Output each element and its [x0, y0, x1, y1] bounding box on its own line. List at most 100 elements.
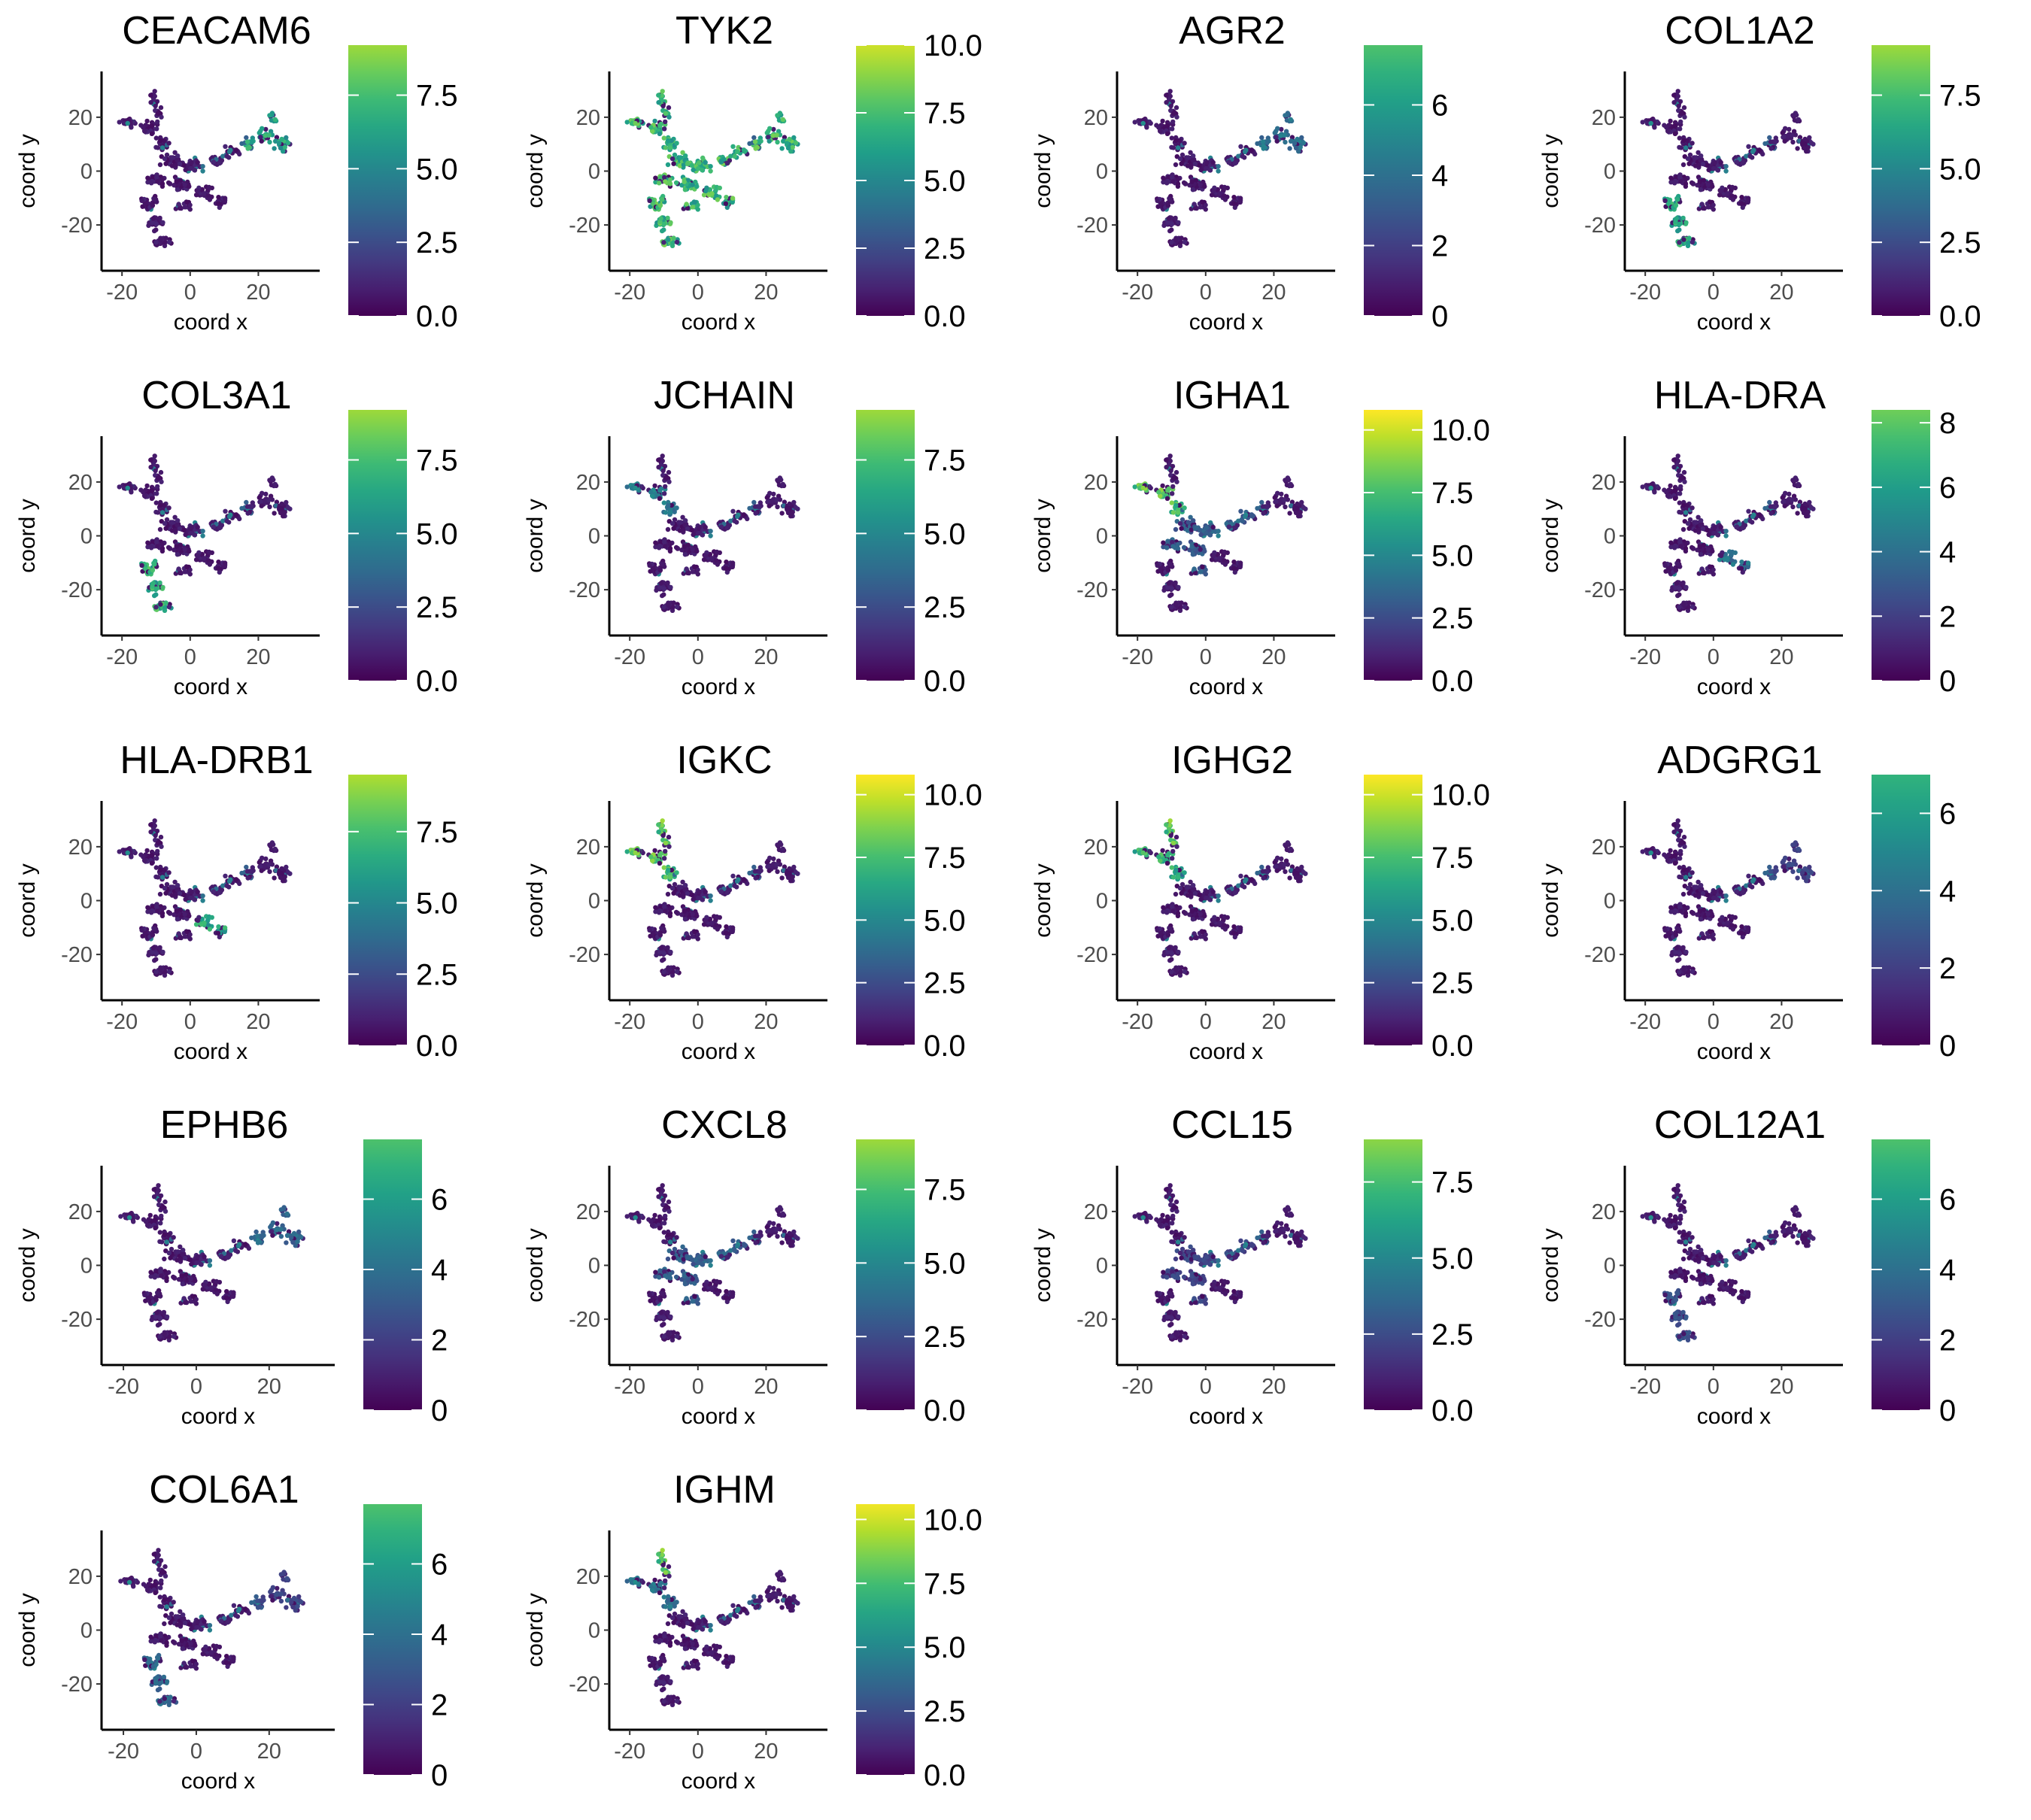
data-point	[148, 100, 153, 105]
data-point	[683, 518, 688, 523]
data-point	[211, 524, 216, 529]
data-point	[657, 496, 662, 501]
data-point	[1240, 519, 1245, 523]
colorbar-tick-label: 0.0	[1431, 665, 1474, 698]
data-point	[279, 502, 284, 506]
data-point	[1192, 566, 1196, 571]
data-point	[1168, 104, 1173, 108]
data-point	[715, 197, 720, 202]
data-point	[1796, 482, 1801, 487]
data-point	[724, 560, 728, 564]
data-point	[150, 933, 155, 937]
data-point	[1176, 585, 1180, 590]
data-point	[187, 914, 191, 918]
data-point	[159, 835, 163, 839]
data-point	[661, 605, 666, 609]
data-point	[272, 146, 276, 150]
data-point	[665, 581, 669, 585]
data-point	[260, 856, 264, 860]
data-point	[708, 168, 712, 173]
colorbar-tick-label: 2	[1431, 229, 1448, 262]
data-point	[663, 179, 667, 184]
data-point	[633, 121, 638, 126]
data-point	[757, 505, 761, 509]
data-point	[154, 587, 159, 591]
colorbar-tick-label: 10.0	[924, 29, 982, 62]
data-point	[139, 928, 144, 933]
data-point	[260, 869, 264, 873]
data-point	[1710, 184, 1714, 189]
y-tick-label: -20	[569, 214, 600, 238]
data-point	[1679, 476, 1683, 481]
x-tick-label: -20	[1122, 645, 1153, 669]
data-point	[1168, 469, 1173, 473]
data-point	[1783, 139, 1787, 144]
data-point	[1741, 526, 1745, 530]
colorbar-tick-label: 2.5	[1431, 602, 1474, 635]
data-point	[1733, 551, 1738, 555]
x-tick-label: 0	[184, 645, 196, 669]
colorbar-tick-label: 5.0	[416, 517, 458, 551]
data-point	[1746, 509, 1750, 514]
y-tick-label: -20	[61, 578, 93, 602]
data-point	[196, 890, 200, 894]
data-point	[1141, 121, 1146, 126]
data-point	[1193, 526, 1198, 531]
y-tick-label: 0	[80, 890, 93, 914]
data-point	[1800, 505, 1805, 510]
data-point	[674, 505, 679, 510]
x-tick-label: 0	[692, 281, 704, 305]
data-point	[223, 509, 227, 514]
data-point	[144, 848, 149, 853]
data-point	[202, 921, 206, 925]
data-point	[267, 505, 272, 509]
data-point	[666, 162, 670, 167]
data-point	[1295, 502, 1299, 506]
data-point	[211, 159, 216, 164]
data-point	[260, 126, 264, 131]
data-point	[1274, 135, 1278, 139]
data-point	[273, 117, 278, 122]
data-point	[684, 202, 688, 206]
data-point	[1167, 216, 1171, 220]
x-axis-label: coord x	[174, 1039, 247, 1064]
y-axis-label: coord y	[523, 134, 548, 208]
data-point	[156, 841, 160, 845]
data-point	[1677, 222, 1682, 226]
data-point	[1283, 113, 1287, 117]
data-point	[1723, 168, 1728, 173]
data-point	[730, 196, 735, 200]
colorbar-tick-label: 0.0	[416, 665, 458, 698]
colorbar	[1872, 45, 1930, 316]
data-point	[1176, 510, 1180, 514]
data-point	[148, 822, 153, 827]
data-point	[1190, 180, 1195, 184]
data-point	[149, 910, 153, 915]
data-point	[1800, 141, 1805, 145]
y-tick-label: 0	[588, 160, 600, 184]
points-group	[117, 89, 293, 248]
data-point	[283, 145, 287, 150]
points-group	[625, 818, 800, 978]
panel-title: HLA-DRB1	[120, 739, 313, 782]
data-point	[1731, 562, 1735, 566]
data-point	[633, 486, 638, 490]
data-point	[666, 115, 671, 120]
data-point	[149, 545, 153, 550]
data-point	[1795, 146, 1799, 150]
data-point	[660, 89, 665, 93]
data-point	[1686, 600, 1691, 605]
data-point	[163, 891, 168, 896]
data-point	[1699, 187, 1703, 192]
data-point	[150, 568, 155, 572]
data-point	[196, 525, 200, 529]
data-point	[150, 853, 154, 857]
panel-title: COL1A2	[1665, 9, 1814, 53]
data-point	[663, 544, 667, 548]
data-point	[662, 175, 666, 180]
